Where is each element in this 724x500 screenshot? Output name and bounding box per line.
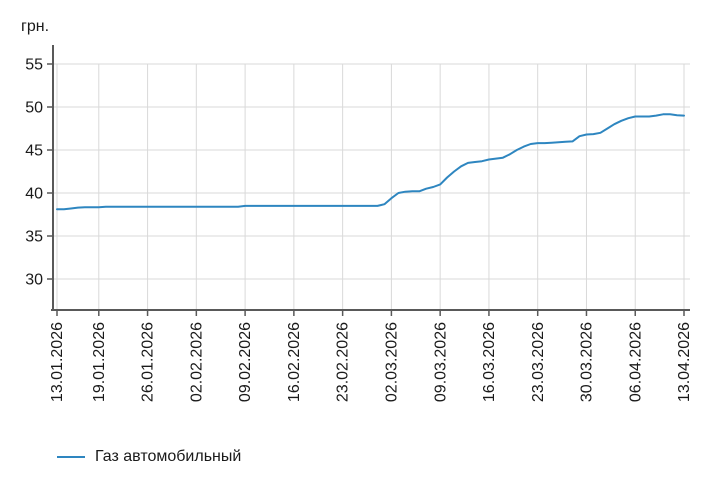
x-tick-label: 30.03.2026	[579, 322, 596, 402]
x-tick-label: 02.03.2026	[384, 322, 401, 402]
x-tick-label: 13.01.2026	[49, 322, 66, 402]
x-tick-label: 06.04.2026	[627, 322, 644, 402]
x-tick-label: 02.02.2026	[188, 322, 205, 402]
x-tick-label: 09.03.2026	[432, 322, 449, 402]
legend: Газ автомобильный	[57, 448, 241, 466]
x-tick-label: 26.01.2026	[140, 322, 157, 402]
y-axis-unit-label: грн.	[21, 18, 50, 35]
y-tick-label: 50	[25, 100, 43, 117]
x-tick-label: 23.02.2026	[335, 322, 352, 402]
y-tick-label: 55	[25, 57, 43, 74]
legend-line-swatch	[57, 456, 85, 458]
y-tick-label: 45	[25, 143, 43, 160]
series-line	[56, 113, 685, 211]
x-tick-label: 19.01.2026	[91, 322, 108, 402]
x-tick-label: 16.02.2026	[286, 322, 303, 402]
x-tick-label: 16.03.2026	[481, 322, 498, 402]
y-tick-label: 35	[25, 229, 43, 246]
y-tick-label: 40	[25, 186, 43, 203]
x-tick-label: 09.02.2026	[237, 322, 254, 402]
x-tick-label: 23.03.2026	[530, 322, 547, 402]
price-chart: 30 35 40 45 50 55 13.01.2026 19.01.2026 26.01.20…	[25, 45, 693, 402]
legend-series-label: Газ автомобильный	[95, 448, 242, 465]
x-tick-label: 13.04.2026	[676, 322, 693, 402]
y-tick-label: 30	[25, 272, 43, 289]
